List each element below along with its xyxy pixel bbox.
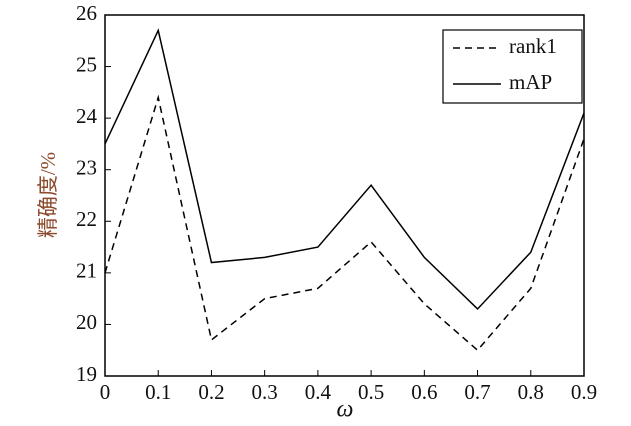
plot-frame <box>104 14 585 377</box>
x-tick-label: 0.1 <box>145 380 171 404</box>
x-tick-label: 0.8 <box>518 380 544 404</box>
x-tick-label: 0.6 <box>411 380 437 404</box>
x-tick-label: 0.4 <box>305 380 332 404</box>
y-tick-label: 25 <box>76 52 97 76</box>
y-tick-label: 20 <box>76 310 97 334</box>
y-tick-label: 22 <box>76 207 97 231</box>
y-tick-label: 23 <box>76 156 97 180</box>
y-tick-label: 24 <box>76 104 98 128</box>
y-tick-label: 26 <box>76 1 97 25</box>
y-tick-label: 19 <box>76 362 97 386</box>
y-axis-label: 精确度/% <box>36 152 60 238</box>
x-tick-label: 0.2 <box>198 380 224 404</box>
x-tick-label: 0.3 <box>252 380 278 404</box>
series-line <box>104 94 585 352</box>
x-tick-label: 0.7 <box>464 380 490 404</box>
x-tick-label: 0 <box>100 380 111 404</box>
y-tick-label: 21 <box>76 259 97 283</box>
legend-box <box>442 29 583 104</box>
series-line <box>104 28 585 311</box>
x-axis-label: ω <box>337 397 354 423</box>
legend-label: rank1 <box>509 34 557 58</box>
x-tick-label: 0.9 <box>571 380 597 404</box>
x-tick-label: 0.5 <box>358 380 384 404</box>
legend-label: mAP <box>509 70 552 94</box>
